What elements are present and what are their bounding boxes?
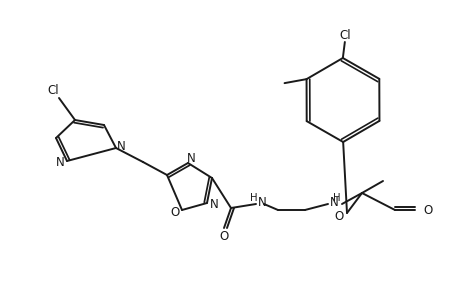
Text: N: N <box>186 152 195 165</box>
Text: O: O <box>334 210 343 223</box>
Text: N: N <box>117 141 125 154</box>
Text: O: O <box>422 205 431 218</box>
Text: N: N <box>209 197 218 210</box>
Text: H: H <box>332 193 340 203</box>
Text: Cl: Cl <box>338 28 350 41</box>
Text: O: O <box>219 229 228 242</box>
Text: N: N <box>258 197 266 210</box>
Text: N: N <box>56 155 65 168</box>
Text: O: O <box>170 207 179 220</box>
Text: N: N <box>329 197 338 210</box>
Text: H: H <box>250 193 257 203</box>
Text: Cl: Cl <box>47 83 59 96</box>
